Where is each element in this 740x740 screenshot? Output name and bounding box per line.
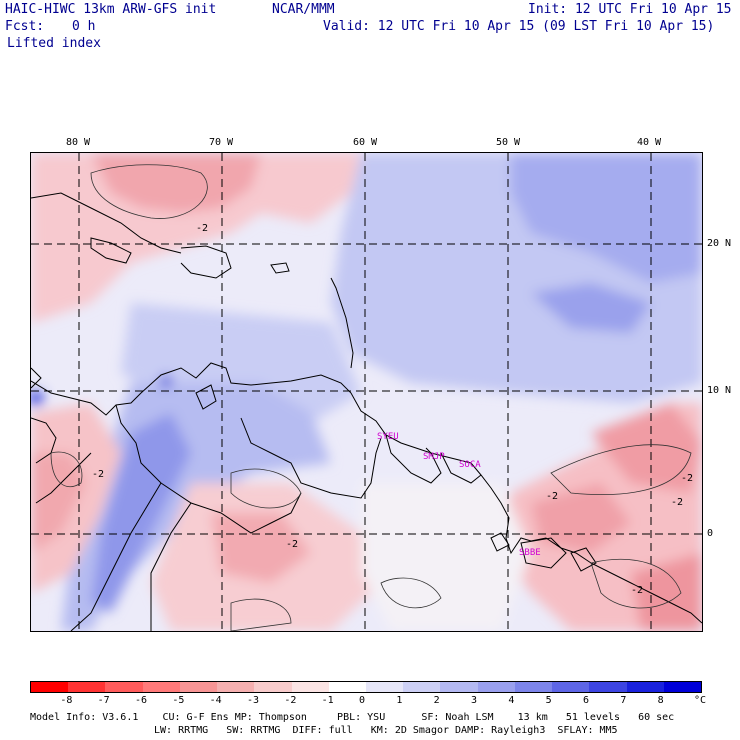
colorbar-label: -8	[60, 695, 73, 706]
station-smjp: SMJP	[423, 452, 445, 462]
colorbar-swatch	[365, 682, 404, 692]
colorbar-swatch	[514, 682, 553, 692]
colorbar	[30, 681, 702, 693]
colorbar-label: 6	[583, 695, 590, 706]
contour-label: -2	[546, 491, 558, 502]
fcst-value: 0 h	[72, 19, 96, 34]
colorbar-label: 2	[433, 695, 440, 706]
station-soca: SOCA	[459, 460, 481, 470]
init-time: Init: 12 UTC Fri 10 Apr 15	[528, 2, 732, 17]
colorbar-swatch	[626, 682, 664, 692]
lon-tick-50w: 50 W	[496, 137, 521, 148]
station-syeu: SYEU	[377, 432, 399, 442]
colorbar-swatch	[552, 682, 590, 692]
colorbar-swatch	[254, 682, 292, 692]
colorbar-label: -1	[321, 695, 334, 706]
colorbar-label: -6	[135, 695, 148, 706]
colorbar-label: -5	[172, 695, 185, 706]
colorbar-label: 8	[657, 695, 664, 706]
colorbar-swatch	[105, 682, 143, 692]
colorbar-swatch	[477, 682, 515, 692]
colorbar-label: -7	[97, 695, 110, 706]
colorbar-swatch	[68, 682, 106, 692]
valid-time: Valid: 12 UTC Fri 10 Apr 15 (09 LST Fri …	[323, 19, 715, 34]
lon-tick-80w: 80 W	[66, 137, 91, 148]
model-title: HAIC-HIWC 13km ARW-GFS init	[5, 2, 217, 17]
lon-tick-40w: 40 W	[637, 137, 662, 148]
field-name: Lifted index	[7, 36, 101, 51]
colorbar-label: -3	[247, 695, 260, 706]
contour-label: -2	[671, 497, 683, 508]
colorbar-swatch	[440, 682, 478, 692]
colorbar-label: 1	[396, 695, 403, 706]
contour-label: -2	[286, 539, 298, 550]
map-svg: -2 -2 -2 -2 -2 -2 -2	[31, 153, 702, 631]
colorbar-label: -4	[209, 695, 222, 706]
lat-tick-20n: 20 N	[707, 238, 732, 249]
center-label: NCAR/MMM	[272, 2, 335, 17]
contour-label: -2	[196, 223, 208, 234]
lon-tick-60w: 60 W	[353, 137, 378, 148]
colorbar-swatch	[179, 682, 218, 692]
lon-tick-70w: 70 W	[209, 137, 234, 148]
colorbar-swatch	[291, 682, 329, 692]
contour-label: -2	[681, 473, 693, 484]
colorbar-swatch	[217, 682, 255, 692]
colorbar-label: 7	[620, 695, 627, 706]
colorbar-swatch	[328, 682, 366, 692]
lat-tick-10n: 10 N	[707, 385, 732, 396]
colorbar-swatch	[31, 682, 69, 692]
footer-line2: LW: RRTMG SW: RRTMG DIFF: full KM: 2D Sm…	[154, 725, 618, 736]
colorbar-label: 4	[508, 695, 515, 706]
fcst-label: Fcst:	[5, 19, 45, 34]
colorbar-label: -2	[284, 695, 297, 706]
colorbar-unit: °C	[694, 695, 707, 706]
colorbar-swatch	[142, 682, 180, 692]
colorbar-swatch	[663, 682, 701, 692]
contour-label: -2	[92, 469, 104, 480]
lifted-index-map: -2 -2 -2 -2 -2 -2 -2	[30, 152, 703, 632]
colorbar-label: 5	[545, 695, 552, 706]
footer-line1: Model Info: V3.6.1 CU: G-F Ens MP: Thomp…	[30, 712, 675, 723]
colorbar-label: 0	[359, 695, 366, 706]
station-sbbe: SBBE	[519, 548, 541, 558]
colorbar-swatch	[589, 682, 627, 692]
lat-tick-0: 0	[707, 528, 714, 539]
contour-label: -2	[631, 585, 643, 596]
colorbar-swatch	[403, 682, 441, 692]
colorbar-label: 3	[471, 695, 478, 706]
